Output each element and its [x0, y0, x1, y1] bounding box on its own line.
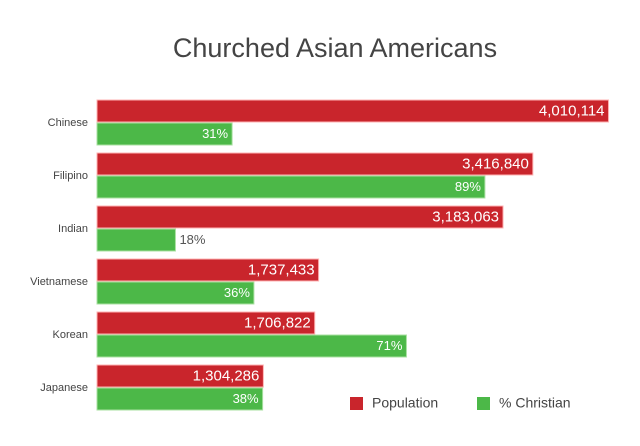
bar — [96, 205, 504, 229]
bar — [96, 122, 233, 146]
value-label: 36% — [224, 285, 250, 300]
value-label: 3,416,840 — [462, 155, 529, 172]
bar — [96, 311, 316, 335]
legend-label: % Christian — [499, 395, 571, 411]
bar — [96, 228, 176, 252]
chart-title: Churched Asian Americans — [173, 33, 497, 63]
value-label: 1,304,286 — [193, 367, 260, 384]
value-label: 3,183,063 — [432, 208, 499, 225]
value-label: 1,706,822 — [244, 314, 311, 331]
category-label: Japanese — [40, 382, 88, 394]
legend-swatch — [477, 397, 490, 410]
value-label: 18% — [179, 232, 205, 247]
bar — [96, 334, 407, 358]
legend-swatch — [350, 397, 363, 410]
bar — [96, 281, 255, 305]
bar — [96, 175, 486, 199]
category-label: Indian — [58, 223, 88, 235]
value-label: 71% — [376, 338, 402, 353]
value-label: 4,010,114 — [539, 102, 605, 119]
category-label: Korean — [53, 329, 88, 341]
value-label: 1,737,433 — [248, 261, 315, 278]
bar — [96, 152, 534, 176]
bar — [96, 258, 320, 282]
bar — [96, 364, 264, 388]
category-label: Vietnamese — [30, 276, 88, 288]
category-label: Filipino — [53, 170, 88, 182]
value-label: 31% — [202, 126, 228, 141]
bar — [96, 387, 264, 411]
bar — [96, 99, 610, 123]
value-label: 89% — [455, 179, 481, 194]
legend-label: Population — [372, 395, 438, 411]
category-label: Chinese — [48, 117, 88, 129]
value-label: 38% — [233, 391, 259, 406]
